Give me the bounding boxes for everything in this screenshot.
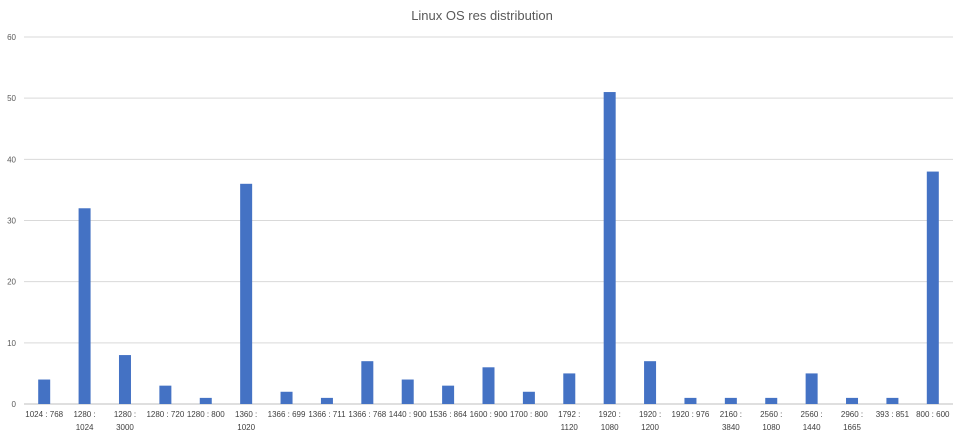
x-tick-label: 1360 :1020 [235,410,257,432]
x-tick-label: 1700 : 800 [510,410,548,419]
y-tick-label: 40 [7,155,16,164]
bar [724,397,737,404]
y-axis-ticks: 0 10 20 30 40 50 60 [7,33,16,409]
bar [644,361,657,404]
bar [240,183,253,404]
x-axis-ticks: 1024 : 768 1280 :1024 1280 :3000 1280 : 720… [25,410,950,432]
bar [38,379,51,404]
bar [442,385,455,404]
x-tick-label: 1280 :3000 [114,410,136,432]
x-tick-label: 800 : 600 [916,410,950,419]
x-tick-label: 1536 : 864 [429,410,467,419]
y-tick-label: 50 [7,94,16,103]
gridlines [24,36,953,405]
x-tick-label: 1600 : 900 [470,410,508,419]
bar [280,391,293,404]
x-tick-label: 2960 :1665 [841,410,863,432]
x-tick-label: 1366 : 711 [308,410,346,419]
bar [563,373,576,404]
bar [603,92,616,405]
y-tick-label: 20 [7,278,16,287]
x-tick-label: 1440 : 900 [389,410,427,419]
y-tick-label: 10 [7,339,16,348]
bar [361,361,374,404]
x-tick-label: 393 : 851 [876,410,910,419]
bar [684,397,697,404]
x-tick-label: 1280 :1024 [73,410,95,432]
bar [522,391,535,404]
bar [320,397,333,404]
chart-title: Linux OS res distribution [411,8,553,23]
x-tick-label: 1024 : 768 [25,410,63,419]
x-tick-label: 2160 :3840 [720,410,742,432]
x-tick-label: 2560 :1080 [760,410,782,432]
bar [805,373,818,404]
y-tick-label: 60 [7,33,16,42]
y-tick-label: 0 [12,400,17,409]
y-tick-label: 30 [7,217,16,226]
bar [401,379,414,404]
x-tick-label: 1280 : 720 [146,410,184,419]
bar [926,171,939,404]
x-tick-label: 2560 :1440 [801,410,823,432]
bar [846,397,859,404]
x-tick-label: 1792 :1120 [558,410,580,432]
x-tick-label: 1920 : 976 [672,410,710,419]
bar [886,397,899,404]
bar [118,355,131,404]
bar [78,208,91,404]
x-tick-label: 1920 :1200 [639,410,661,432]
bar [765,397,778,404]
bar [199,397,212,404]
x-tick-label: 1366 : 768 [348,410,386,419]
x-tick-label: 1366 : 699 [268,410,306,419]
bar [482,367,495,404]
x-tick-label: 1920 :1080 [599,410,621,432]
bar [159,385,172,404]
bars [38,92,939,405]
x-tick-label: 1280 : 800 [187,410,225,419]
